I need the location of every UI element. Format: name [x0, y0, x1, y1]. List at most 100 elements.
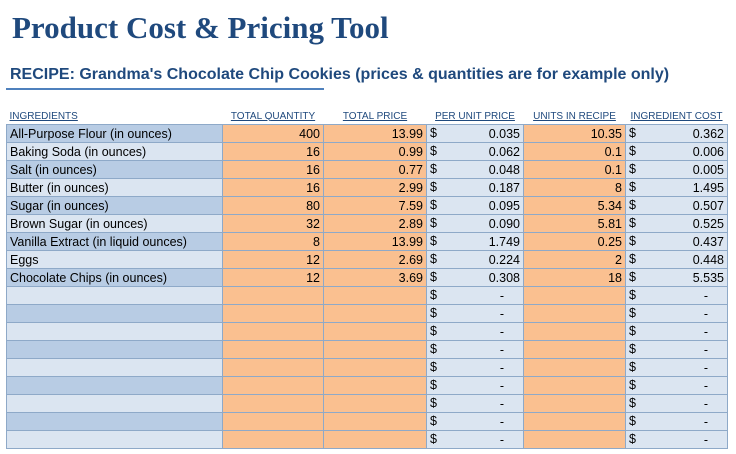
cell-per-unit-price[interactable]: $0.095: [426, 196, 524, 215]
header-total-quantity[interactable]: TOTAL QUANTITY: [222, 108, 324, 125]
cell-ingredient-cost[interactable]: $5.535: [625, 268, 728, 287]
cell-per-unit-price[interactable]: $0.308: [426, 268, 524, 287]
cell-total-price[interactable]: 0.99: [323, 142, 427, 161]
cell-total-quantity[interactable]: [222, 304, 324, 323]
cell-ingredient[interactable]: [6, 394, 223, 413]
cell-ingredient[interactable]: [6, 376, 223, 395]
cell-per-unit-price[interactable]: $0.090: [426, 214, 524, 233]
cell-total-quantity[interactable]: 12: [222, 250, 324, 269]
cell-total-price[interactable]: [323, 394, 427, 413]
cell-total-price[interactable]: 13.99: [323, 232, 427, 251]
cell-ingredient[interactable]: Eggs: [6, 250, 223, 269]
cell-per-unit-price[interactable]: $0.224: [426, 250, 524, 269]
cell-ingredient[interactable]: Salt (in ounces): [6, 160, 223, 179]
header-per-unit-price[interactable]: PER UNIT PRICE: [426, 108, 524, 125]
cell-per-unit-price[interactable]: $ -: [426, 304, 524, 323]
cell-total-price[interactable]: 3.69: [323, 268, 427, 287]
cell-units-in-recipe[interactable]: 5.81: [523, 214, 626, 233]
cell-units-in-recipe[interactable]: [523, 322, 626, 341]
cell-units-in-recipe[interactable]: [523, 412, 626, 431]
cell-ingredient[interactable]: Chocolate Chips (in ounces): [6, 268, 223, 287]
cell-units-in-recipe[interactable]: [523, 376, 626, 395]
cell-ingredient-cost[interactable]: $ -: [625, 286, 728, 305]
cell-units-in-recipe[interactable]: 0.25: [523, 232, 626, 251]
cell-ingredient[interactable]: [6, 340, 223, 359]
cell-total-price[interactable]: 2.69: [323, 250, 427, 269]
cell-ingredient-cost[interactable]: $0.507: [625, 196, 728, 215]
cell-total-price[interactable]: 7.59: [323, 196, 427, 215]
cell-per-unit-price[interactable]: $ -: [426, 340, 524, 359]
cell-per-unit-price[interactable]: $ -: [426, 412, 524, 431]
cell-units-in-recipe[interactable]: [523, 430, 626, 449]
cell-ingredient-cost[interactable]: $ -: [625, 412, 728, 431]
cell-per-unit-price[interactable]: $0.062: [426, 142, 524, 161]
cell-total-price[interactable]: 2.99: [323, 178, 427, 197]
cell-units-in-recipe[interactable]: 8: [523, 178, 626, 197]
cell-per-unit-price[interactable]: $ -: [426, 286, 524, 305]
cell-ingredient[interactable]: Butter (in ounces): [6, 178, 223, 197]
cell-units-in-recipe[interactable]: [523, 304, 626, 323]
cell-total-quantity[interactable]: 12: [222, 268, 324, 287]
cell-total-quantity[interactable]: 8: [222, 232, 324, 251]
cell-ingredient[interactable]: All-Purpose Flour (in ounces): [6, 124, 223, 143]
cell-total-price[interactable]: [323, 322, 427, 341]
cell-ingredient-cost[interactable]: $ -: [625, 358, 728, 377]
cell-ingredient-cost[interactable]: $0.448: [625, 250, 728, 269]
cell-ingredient-cost[interactable]: $ -: [625, 322, 728, 341]
cell-total-quantity[interactable]: [222, 394, 324, 413]
cell-ingredient[interactable]: [6, 286, 223, 305]
cell-units-in-recipe[interactable]: [523, 340, 626, 359]
header-total-price[interactable]: TOTAL PRICE: [323, 108, 427, 125]
cell-ingredient-cost[interactable]: $0.005: [625, 160, 728, 179]
cell-per-unit-price[interactable]: $1.749: [426, 232, 524, 251]
cell-per-unit-price[interactable]: $ -: [426, 358, 524, 377]
cell-total-quantity[interactable]: 16: [222, 160, 324, 179]
cell-total-quantity[interactable]: [222, 358, 324, 377]
cell-per-unit-price[interactable]: $ -: [426, 394, 524, 413]
cell-ingredient[interactable]: [6, 430, 223, 449]
cell-per-unit-price[interactable]: $ -: [426, 376, 524, 395]
cell-total-quantity[interactable]: [222, 286, 324, 305]
cell-ingredient-cost[interactable]: $0.362: [625, 124, 728, 143]
cell-total-quantity[interactable]: 32: [222, 214, 324, 233]
cell-total-price[interactable]: [323, 412, 427, 431]
cell-units-in-recipe[interactable]: 10.35: [523, 124, 626, 143]
cell-total-quantity[interactable]: 16: [222, 142, 324, 161]
cell-units-in-recipe[interactable]: [523, 286, 626, 305]
cell-units-in-recipe[interactable]: 0.1: [523, 142, 626, 161]
cell-ingredient[interactable]: [6, 358, 223, 377]
header-units-in-recipe[interactable]: UNITS IN RECIPE: [523, 108, 626, 125]
cell-ingredient[interactable]: Vanilla Extract (in liquid ounces): [6, 232, 223, 251]
cell-ingredient-cost[interactable]: $ -: [625, 340, 728, 359]
cell-total-quantity[interactable]: 16: [222, 178, 324, 197]
cell-per-unit-price[interactable]: $0.035: [426, 124, 524, 143]
cell-total-price[interactable]: [323, 376, 427, 395]
cell-ingredient-cost[interactable]: $ -: [625, 304, 728, 323]
cell-total-price[interactable]: [323, 358, 427, 377]
cell-total-price[interactable]: [323, 286, 427, 305]
cell-total-price[interactable]: [323, 430, 427, 449]
cell-ingredient-cost[interactable]: $0.525: [625, 214, 728, 233]
cell-total-price[interactable]: [323, 340, 427, 359]
cell-total-quantity[interactable]: [222, 430, 324, 449]
cell-total-price[interactable]: [323, 304, 427, 323]
cell-total-quantity[interactable]: [222, 322, 324, 341]
cell-ingredient[interactable]: [6, 322, 223, 341]
cell-units-in-recipe[interactable]: 2: [523, 250, 626, 269]
cell-units-in-recipe[interactable]: 18: [523, 268, 626, 287]
cell-total-quantity[interactable]: 400: [222, 124, 324, 143]
cell-ingredient-cost[interactable]: $ -: [625, 394, 728, 413]
cell-units-in-recipe[interactable]: 0.1: [523, 160, 626, 179]
cell-units-in-recipe[interactable]: [523, 394, 626, 413]
cell-per-unit-price[interactable]: $0.187: [426, 178, 524, 197]
cell-total-price[interactable]: 0.77: [323, 160, 427, 179]
cell-total-quantity[interactable]: [222, 376, 324, 395]
cell-ingredient[interactable]: Baking Soda (in ounces): [6, 142, 223, 161]
cell-units-in-recipe[interactable]: 5.34: [523, 196, 626, 215]
cell-units-in-recipe[interactable]: [523, 358, 626, 377]
cell-ingredient-cost[interactable]: $ -: [625, 430, 728, 449]
cell-ingredient[interactable]: [6, 304, 223, 323]
cell-total-price[interactable]: 13.99: [323, 124, 427, 143]
cell-ingredient[interactable]: Sugar (in ounces): [6, 196, 223, 215]
cell-ingredient-cost[interactable]: $0.006: [625, 142, 728, 161]
